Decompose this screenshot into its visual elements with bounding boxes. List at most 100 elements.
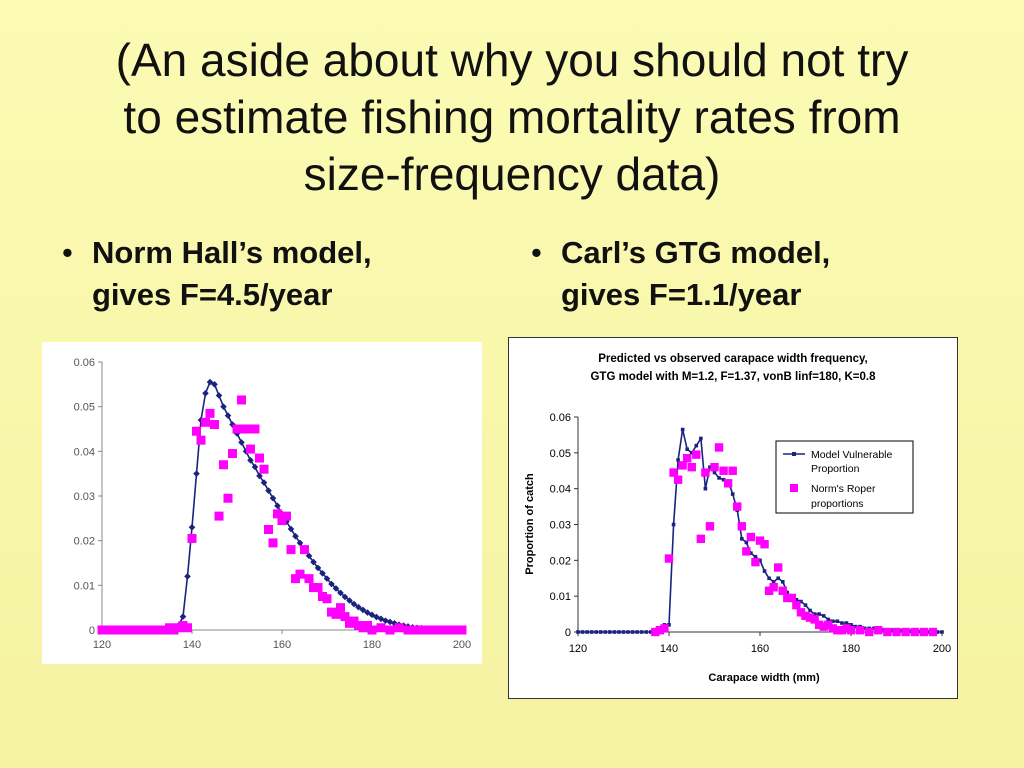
observed-point (151, 625, 161, 635)
observed-point (678, 461, 687, 470)
y-tick-label: 0.02 (550, 555, 571, 567)
observed-point (300, 545, 309, 555)
observed-point (124, 625, 134, 635)
model-point (287, 525, 295, 533)
model-point (265, 487, 272, 494)
y-tick-label: 0.04 (550, 484, 571, 496)
model-point (355, 603, 362, 611)
model-point (292, 532, 299, 540)
model-point (215, 392, 223, 399)
model-point (676, 458, 680, 462)
x-tick-label: 180 (842, 643, 860, 655)
model-point (785, 590, 790, 595)
observed-point (183, 623, 192, 633)
model-point (576, 630, 580, 634)
observed-point (737, 522, 746, 531)
x-tick-label: 160 (273, 639, 291, 651)
observed-point (421, 625, 431, 635)
observed-point (919, 627, 928, 637)
observed-point (133, 625, 143, 635)
model-point (890, 628, 894, 633)
observed-point (246, 444, 255, 454)
y-tick-label: 0 (89, 625, 95, 637)
model-point (635, 630, 639, 634)
y-tick-label: 0.06 (74, 357, 95, 369)
model-point (881, 628, 885, 632)
observed-point (223, 493, 233, 503)
y-tick-label: 0.02 (74, 536, 95, 548)
observed-point (331, 609, 341, 619)
observed-point (448, 625, 458, 635)
model-point (238, 439, 245, 446)
model-point (671, 522, 676, 527)
model-point (332, 585, 340, 592)
observed-point (394, 623, 404, 633)
observed-point (367, 625, 377, 635)
chart-legend: Model Vulnerable Proportion Norm's Roper… (775, 440, 914, 514)
observed-point (669, 468, 678, 477)
model-point (328, 580, 335, 588)
model-point (926, 630, 931, 634)
observed-point (97, 625, 107, 635)
bullet-line: gives F=4.5/year (92, 277, 333, 312)
model-point (794, 597, 799, 602)
observed-point (701, 468, 710, 477)
model-point (341, 593, 349, 601)
legend-square-marker (790, 484, 798, 492)
y-tick-label: 0.01 (74, 580, 95, 592)
model-point (310, 558, 317, 566)
observed-point (805, 613, 815, 622)
model-point (721, 477, 726, 482)
model-point (767, 576, 771, 581)
observed-point (710, 462, 719, 472)
x-tick-label: 120 (93, 639, 111, 651)
legend-label: proportions (811, 498, 864, 510)
model-point (899, 629, 903, 633)
observed-point (115, 625, 125, 635)
observed-point (892, 627, 901, 637)
observed-point (205, 408, 215, 418)
observed-point (232, 424, 242, 434)
observed-point (787, 593, 797, 603)
chart-background (508, 337, 958, 699)
model-point (849, 623, 853, 627)
model-point (193, 470, 200, 477)
model-point (908, 629, 912, 634)
model-point (853, 624, 858, 629)
observed-point (457, 625, 467, 635)
model-point (758, 558, 762, 563)
observed-point (846, 626, 856, 635)
observed-point (273, 509, 282, 519)
observed-point (751, 557, 760, 567)
slide-title-line: to estimate fishing mortality rates from (123, 91, 901, 143)
observed-point (106, 625, 116, 635)
model-point (871, 626, 876, 631)
observed-point (824, 620, 833, 630)
observed-point (268, 538, 278, 548)
model-point (269, 494, 277, 502)
observed-point (883, 627, 892, 637)
observed-point (295, 569, 305, 579)
observed-point (901, 627, 910, 637)
observed-point (660, 624, 669, 633)
model-point (260, 479, 268, 486)
observed-point (874, 626, 883, 635)
model-point (803, 603, 808, 607)
observed-point (687, 462, 696, 472)
model-point (771, 580, 776, 584)
model-point (685, 447, 689, 452)
x-tick-label: 120 (569, 643, 587, 655)
model-point (319, 569, 326, 577)
norm-hall-chart: 0 0.01 0.02 0.03 0.04 0.05 0.06 120 140 160 180 200 (42, 342, 482, 664)
x-tick-label: 180 (363, 639, 381, 651)
observed-point (655, 626, 665, 635)
observed-point (833, 626, 842, 635)
observed-point (746, 532, 756, 542)
model-point (744, 540, 749, 545)
model-point (305, 552, 313, 560)
model-point (630, 630, 635, 634)
model-point (589, 630, 594, 634)
model-point (808, 608, 812, 613)
observed-point (228, 449, 237, 459)
model-point (594, 630, 598, 634)
